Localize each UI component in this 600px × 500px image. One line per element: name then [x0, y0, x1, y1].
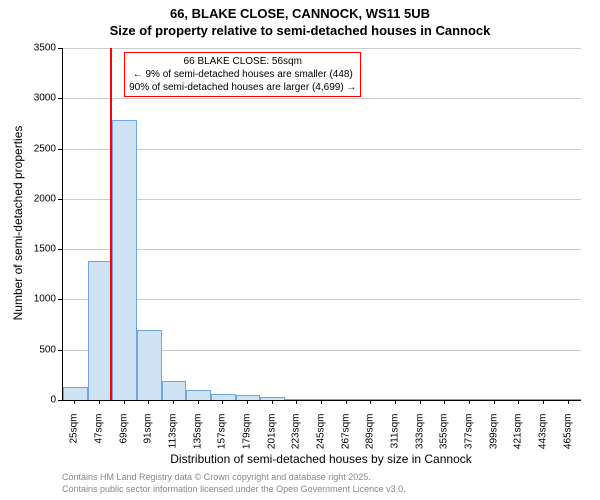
x-tick-mark — [198, 400, 199, 404]
histogram-bar — [211, 394, 236, 400]
grid-line — [63, 98, 581, 99]
histogram-bar — [507, 399, 532, 400]
x-tick-mark — [568, 400, 569, 404]
histogram-bar — [408, 399, 433, 400]
x-tick-mark — [346, 400, 347, 404]
x-tick-mark — [518, 400, 519, 404]
histogram-bar — [482, 399, 507, 400]
x-tick-label: 157sqm — [217, 414, 228, 464]
y-tick-label: 3000 — [22, 93, 56, 104]
x-tick-label: 377sqm — [464, 414, 475, 464]
x-tick-mark — [296, 400, 297, 404]
y-tick-label: 500 — [22, 344, 56, 355]
x-tick-label: 333sqm — [414, 414, 425, 464]
histogram-bar — [112, 120, 137, 400]
histogram-bar — [285, 399, 310, 401]
annotation-box: 66 BLAKE CLOSE: 56sqm← 9% of semi-detach… — [124, 52, 361, 97]
annotation-line3: 90% of semi-detached houses are larger (… — [129, 81, 356, 94]
grid-line — [63, 199, 581, 200]
x-tick-label: 201sqm — [266, 414, 277, 464]
y-tick-mark — [58, 149, 62, 150]
x-tick-label: 421sqm — [513, 414, 524, 464]
footer-line2: Contains public sector information licen… — [62, 484, 406, 496]
x-tick-label: 25sqm — [69, 414, 80, 464]
y-tick-label: 2500 — [22, 143, 56, 154]
x-tick-label: 69sqm — [118, 414, 129, 464]
x-tick-mark — [247, 400, 248, 404]
y-tick-mark — [58, 350, 62, 351]
chart-title: 66, BLAKE CLOSE, CANNOCK, WS11 5UB Size … — [0, 0, 600, 40]
x-tick-mark — [148, 400, 149, 404]
histogram-bar — [260, 397, 285, 400]
x-tick-label: 245sqm — [316, 414, 327, 464]
histogram-bar — [63, 387, 88, 400]
histogram-bar — [88, 261, 113, 400]
title-line2: Size of property relative to semi-detach… — [0, 23, 600, 40]
grid-line — [63, 299, 581, 300]
x-tick-mark — [222, 400, 223, 404]
grid-line — [63, 249, 581, 250]
footer-attribution: Contains HM Land Registry data © Crown c… — [62, 472, 406, 495]
y-tick-mark — [58, 299, 62, 300]
y-tick-label: 1500 — [22, 244, 56, 255]
x-tick-label: 443sqm — [538, 414, 549, 464]
y-tick-label: 1000 — [22, 294, 56, 305]
x-tick-mark — [173, 400, 174, 404]
histogram-bar — [556, 399, 581, 400]
x-tick-label: 223sqm — [291, 414, 302, 464]
histogram-bar — [359, 399, 384, 400]
histogram-bar — [162, 381, 187, 400]
reference-line — [110, 48, 112, 400]
x-tick-mark — [395, 400, 396, 404]
x-tick-label: 399sqm — [488, 414, 499, 464]
x-tick-mark — [469, 400, 470, 404]
histogram-bar — [186, 390, 211, 400]
x-tick-label: 47sqm — [94, 414, 105, 464]
plot-area: 66 BLAKE CLOSE: 56sqm← 9% of semi-detach… — [62, 48, 581, 401]
x-tick-label: 465sqm — [562, 414, 573, 464]
x-tick-label: 179sqm — [242, 414, 253, 464]
annotation-line2: ← 9% of semi-detached houses are smaller… — [129, 68, 356, 81]
x-tick-mark — [444, 400, 445, 404]
footer-line1: Contains HM Land Registry data © Crown c… — [62, 472, 406, 484]
grid-line — [63, 48, 581, 49]
x-tick-mark — [74, 400, 75, 404]
y-tick-mark — [58, 400, 62, 401]
x-tick-mark — [321, 400, 322, 404]
x-tick-mark — [494, 400, 495, 404]
x-tick-label: 267sqm — [340, 414, 351, 464]
x-tick-label: 311sqm — [390, 414, 401, 464]
x-tick-label: 289sqm — [365, 414, 376, 464]
y-tick-label: 2000 — [22, 193, 56, 204]
histogram-bar — [433, 399, 458, 400]
y-tick-label: 3500 — [22, 43, 56, 54]
annotation-line1: 66 BLAKE CLOSE: 56sqm — [129, 55, 356, 68]
x-tick-mark — [420, 400, 421, 404]
histogram-bar — [334, 399, 359, 400]
y-tick-mark — [58, 249, 62, 250]
x-tick-label: 113sqm — [168, 414, 179, 464]
y-tick-label: 0 — [22, 395, 56, 406]
title-line1: 66, BLAKE CLOSE, CANNOCK, WS11 5UB — [0, 6, 600, 23]
x-tick-mark — [370, 400, 371, 404]
x-tick-mark — [272, 400, 273, 404]
x-tick-mark — [99, 400, 100, 404]
x-tick-mark — [543, 400, 544, 404]
histogram-bar — [137, 330, 162, 400]
x-tick-label: 135sqm — [192, 414, 203, 464]
x-tick-label: 355sqm — [439, 414, 450, 464]
y-tick-mark — [58, 98, 62, 99]
y-tick-mark — [58, 199, 62, 200]
y-tick-mark — [58, 48, 62, 49]
x-tick-mark — [124, 400, 125, 404]
x-tick-label: 91sqm — [143, 414, 154, 464]
grid-line — [63, 149, 581, 150]
